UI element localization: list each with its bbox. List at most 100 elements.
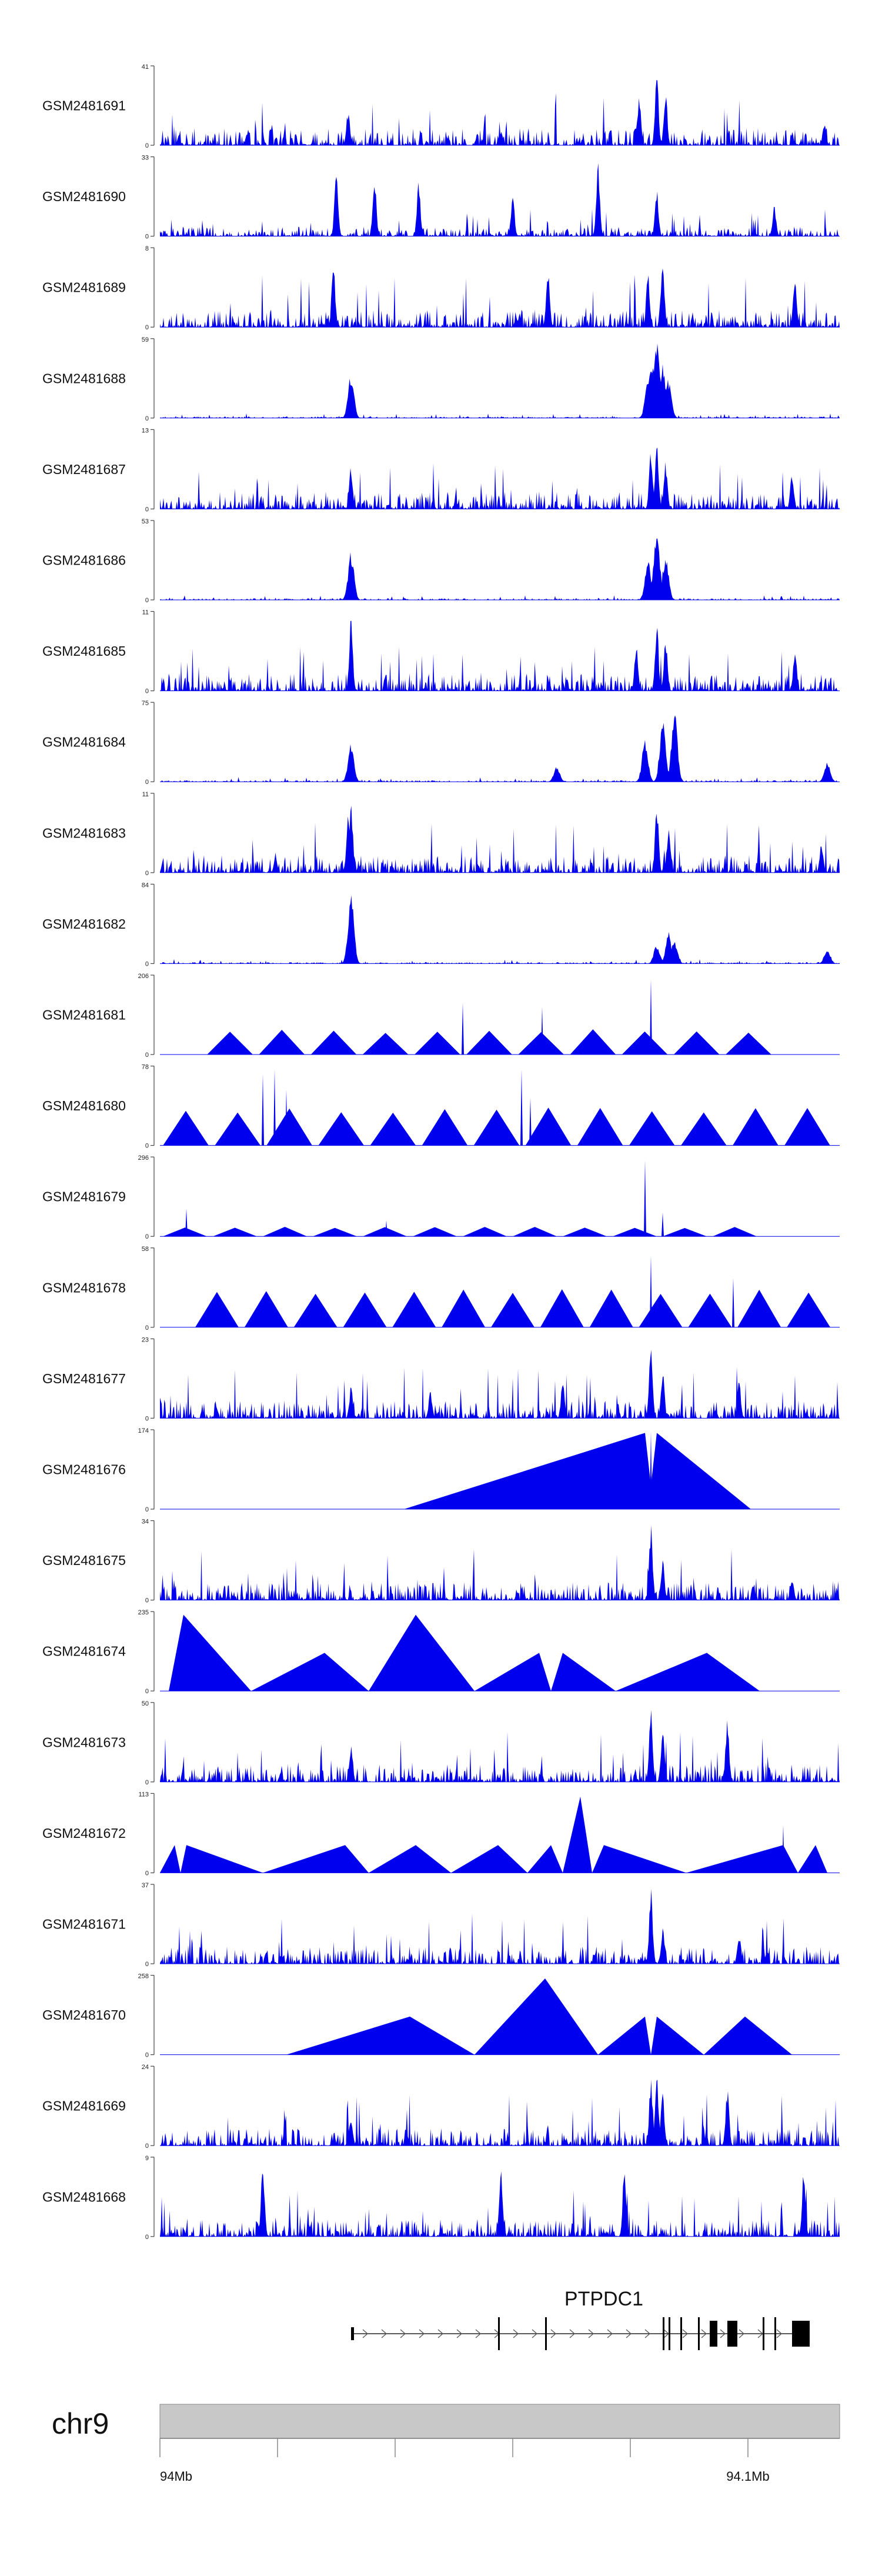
coverage-area xyxy=(160,895,840,964)
track-GSM2481691: GSM2481691 41 0 xyxy=(42,64,840,149)
coverage-area xyxy=(160,1796,827,1873)
y-max-label: 174 xyxy=(138,1427,149,1434)
coverage-area xyxy=(160,806,840,873)
strand-arrow xyxy=(532,2329,537,2338)
y-min-label: 0 xyxy=(145,1233,149,1240)
peak-mark xyxy=(462,1003,464,1055)
track-label: GSM2481688 xyxy=(42,371,126,386)
track-GSM2481672: GSM2481672 113 0 xyxy=(42,1791,840,1877)
peak-mark xyxy=(662,1212,664,1237)
track-GSM2481673: GSM2481673 50 0 xyxy=(42,1700,840,1786)
strand-arrow xyxy=(456,2329,462,2338)
y-max-label: 258 xyxy=(138,1973,149,1980)
y-min-label: 0 xyxy=(145,233,149,241)
track-GSM2481670: GSM2481670 258 0 xyxy=(42,1973,840,2059)
y-min-label: 0 xyxy=(145,1415,149,1422)
coverage-area xyxy=(160,268,840,328)
y-min-label: 0 xyxy=(145,1506,149,1513)
y-max-label: 8 xyxy=(145,245,149,252)
track-label: GSM2481685 xyxy=(42,643,126,659)
ideogram-bar xyxy=(159,2404,840,2439)
exon xyxy=(680,2317,682,2350)
track-GSM2481687: GSM2481687 13 0 xyxy=(42,427,840,513)
track-GSM2481684: GSM2481684 75 0 xyxy=(42,700,840,786)
y-min-label: 0 xyxy=(145,506,149,513)
track-label: GSM2481687 xyxy=(42,462,126,477)
track-GSM2481683: GSM2481683 11 0 xyxy=(42,791,840,877)
track-GSM2481674: GSM2481674 235 0 xyxy=(42,1609,840,1695)
y-min-label: 0 xyxy=(145,142,149,149)
y-max-label: 50 xyxy=(142,1700,149,1707)
coverage-area xyxy=(160,2171,840,2237)
strand-arrow xyxy=(550,2329,556,2338)
y-max-label: 23 xyxy=(142,1336,149,1343)
track-GSM2481675: GSM2481675 34 0 xyxy=(42,1519,840,1604)
y-min-label: 0 xyxy=(145,779,149,786)
y-max-label: 13 xyxy=(142,427,149,434)
y-min-label: 0 xyxy=(145,1870,149,1877)
peak-mark xyxy=(262,1074,264,1146)
chromosome-track: chr9 94Mb 94.1Mb xyxy=(52,2404,840,2484)
coverage-area xyxy=(160,343,840,418)
coverage-area xyxy=(160,620,840,691)
track-GSM2481681: GSM2481681 206 0 xyxy=(42,973,840,1059)
y-max-label: 84 xyxy=(142,882,149,889)
y-min-label: 0 xyxy=(145,2143,149,2150)
track-label: GSM2481684 xyxy=(42,735,126,750)
y-min-label: 0 xyxy=(145,1688,149,1695)
exon xyxy=(792,2321,810,2347)
track-label: GSM2481683 xyxy=(42,825,126,840)
strand-arrow xyxy=(475,2329,481,2338)
strand-arrow xyxy=(720,2329,726,2338)
strand-arrow xyxy=(419,2329,425,2338)
peak-mark xyxy=(529,1097,532,1146)
y-max-label: 11 xyxy=(142,609,149,616)
peak-mark xyxy=(520,1069,523,1146)
strand-arrow xyxy=(588,2329,594,2338)
coverage-area xyxy=(160,715,840,782)
y-min-label: 0 xyxy=(145,2234,149,2241)
coverage-area xyxy=(169,1614,760,1691)
track-GSM2481669: GSM2481669 24 0 xyxy=(42,2064,840,2150)
track-label: GSM2481678 xyxy=(42,1280,126,1295)
track-GSM2481690: GSM2481690 33 0 xyxy=(42,155,840,241)
coverage-area xyxy=(286,1978,792,2055)
y-min-label: 0 xyxy=(145,1961,149,1968)
coverage-area xyxy=(160,163,840,236)
y-max-label: 296 xyxy=(138,1154,149,1162)
y-max-label: 75 xyxy=(142,700,149,707)
track-label: GSM2481686 xyxy=(42,553,126,568)
exon xyxy=(727,2321,737,2347)
y-min-label: 0 xyxy=(145,1324,149,1332)
exon xyxy=(663,2317,664,2350)
strand-arrow xyxy=(400,2329,406,2338)
track-GSM2481680: GSM2481680 78 0 xyxy=(42,1064,840,1150)
y-max-label: 9 xyxy=(145,2155,149,2162)
axis-tick-label: 94.1Mb xyxy=(726,2469,769,2484)
track-GSM2481685: GSM2481685 11 0 xyxy=(42,609,840,695)
exon xyxy=(774,2317,776,2350)
y-min-label: 0 xyxy=(145,1779,149,1786)
track-label: GSM2481676 xyxy=(42,1462,126,1477)
coverage-area xyxy=(160,80,840,145)
track-label: GSM2481673 xyxy=(42,1734,126,1750)
gene-name: PTPDC1 xyxy=(564,2288,643,2310)
peak-mark xyxy=(273,1069,276,1146)
track-label: GSM2481677 xyxy=(42,1371,126,1386)
track-GSM2481678: GSM2481678 58 0 xyxy=(42,1246,840,1332)
coverage-area xyxy=(160,1350,840,1419)
exon xyxy=(498,2317,500,2350)
track-label: GSM2481669 xyxy=(42,2098,126,2114)
coverage-area xyxy=(207,1029,771,1055)
track-label: GSM2481671 xyxy=(42,1917,126,1932)
track-label: GSM2481675 xyxy=(42,1553,126,1568)
coverage-area xyxy=(160,538,840,600)
y-min-label: 0 xyxy=(145,1052,149,1059)
track-label: GSM2481680 xyxy=(42,1098,126,1113)
track-label: GSM2481679 xyxy=(42,1189,126,1204)
track-GSM2481689: GSM2481689 8 0 xyxy=(42,245,840,331)
coverage-area xyxy=(160,1710,840,1782)
peak-mark xyxy=(732,1278,734,1327)
peak-mark xyxy=(650,979,652,1055)
